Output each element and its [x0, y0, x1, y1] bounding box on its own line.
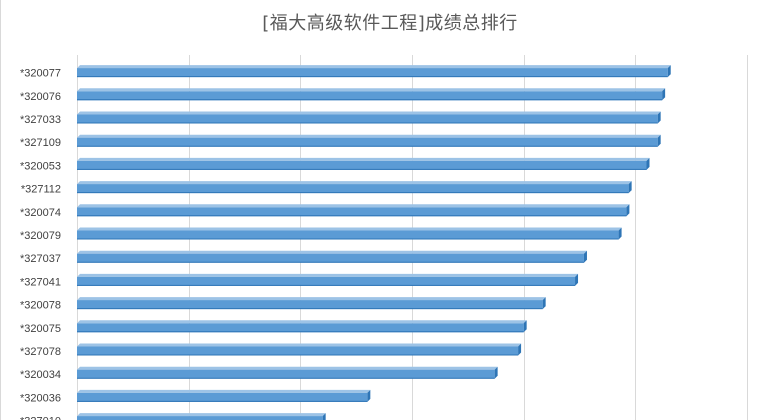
- bar-side-face: [575, 273, 579, 286]
- bar-side-face: [367, 389, 371, 402]
- bar: [77, 250, 587, 263]
- bar-top-face: [77, 297, 546, 301]
- category-tick-label: *327109: [20, 137, 61, 149]
- bar: [77, 389, 371, 402]
- bar-side-face: [322, 413, 326, 420]
- bar: [77, 413, 326, 420]
- category-tick-label: *327112: [21, 184, 61, 196]
- bar-side-face: [518, 343, 522, 356]
- category-tick-label: *320053: [20, 160, 61, 172]
- bar: [77, 111, 661, 124]
- bar-side-face: [523, 320, 527, 333]
- bar: [77, 65, 671, 78]
- category-tick-label: *320036: [20, 392, 61, 404]
- bar-top-face: [77, 181, 632, 185]
- bar: [77, 157, 650, 170]
- bar-front-face: [77, 160, 647, 170]
- bar: [77, 343, 522, 356]
- bar-front-face: [77, 91, 663, 101]
- bar-front-face: [77, 369, 495, 379]
- bar-top-face: [77, 111, 661, 115]
- bar-top-face: [77, 389, 371, 393]
- bar-front-face: [77, 392, 368, 402]
- bar-front-face: [77, 323, 524, 333]
- bar-top-face: [77, 157, 650, 161]
- bar-side-face: [494, 366, 498, 379]
- bar-front-face: [77, 276, 576, 286]
- bar-front-face: [77, 416, 323, 420]
- bar-top-face: [77, 204, 630, 208]
- bar: [77, 204, 630, 217]
- bar-side-face: [583, 250, 587, 263]
- category-tick-label: *320077: [20, 68, 61, 80]
- bar-top-face: [77, 413, 326, 417]
- bar: [77, 366, 498, 379]
- bar-top-face: [77, 65, 671, 69]
- bar-top-face: [77, 250, 587, 254]
- bar-top-face: [77, 343, 522, 347]
- bar-side-face: [646, 157, 650, 170]
- category-tick-label: *320034: [20, 369, 61, 381]
- category-tick-label: *320076: [20, 91, 61, 103]
- bar-side-face: [667, 65, 671, 78]
- category-tick-label: *320078: [20, 300, 61, 312]
- category-tick-label: *327033: [20, 114, 61, 126]
- category-tick-label: *320079: [20, 230, 61, 242]
- bar-front-face: [77, 114, 658, 124]
- bar-side-face: [662, 88, 666, 101]
- category-tick-label: *327037: [20, 253, 61, 265]
- category-tick-label: *327010: [20, 416, 61, 420]
- bar-side-face: [657, 111, 661, 124]
- bar-front-face: [77, 253, 584, 263]
- bar-side-face: [618, 227, 622, 240]
- bar: [77, 227, 622, 240]
- bar-side-face: [542, 297, 546, 310]
- category-tick-label: *320074: [20, 207, 61, 219]
- bar-front-face: [77, 184, 629, 194]
- bar-top-face: [77, 366, 498, 370]
- bar-top-face: [77, 273, 579, 277]
- bar-top-face: [77, 134, 661, 138]
- bar-side-face: [657, 134, 661, 147]
- category-tick-label: *327041: [20, 276, 61, 288]
- bar-front-face: [77, 346, 519, 356]
- bar: [77, 320, 527, 333]
- bar-front-face: [77, 137, 658, 147]
- bar-front-face: [77, 230, 619, 240]
- bar-top-face: [77, 320, 527, 324]
- category-tick-label: *327078: [20, 346, 61, 358]
- bar: [77, 181, 632, 194]
- bar-side-face: [628, 181, 632, 194]
- bar-front-face: [77, 300, 543, 310]
- bar-front-face: [77, 68, 668, 78]
- category-tick-label: *320075: [20, 323, 61, 335]
- bar-side-face: [626, 204, 630, 217]
- bar: [77, 273, 579, 286]
- bar-top-face: [77, 88, 666, 92]
- bar: [77, 88, 666, 101]
- bar-front-face: [77, 207, 627, 217]
- bar: [77, 297, 546, 310]
- bar: [77, 134, 661, 147]
- bar-top-face: [77, 227, 622, 231]
- chart-title: [福大高级软件工程]成绩总排行: [262, 13, 518, 34]
